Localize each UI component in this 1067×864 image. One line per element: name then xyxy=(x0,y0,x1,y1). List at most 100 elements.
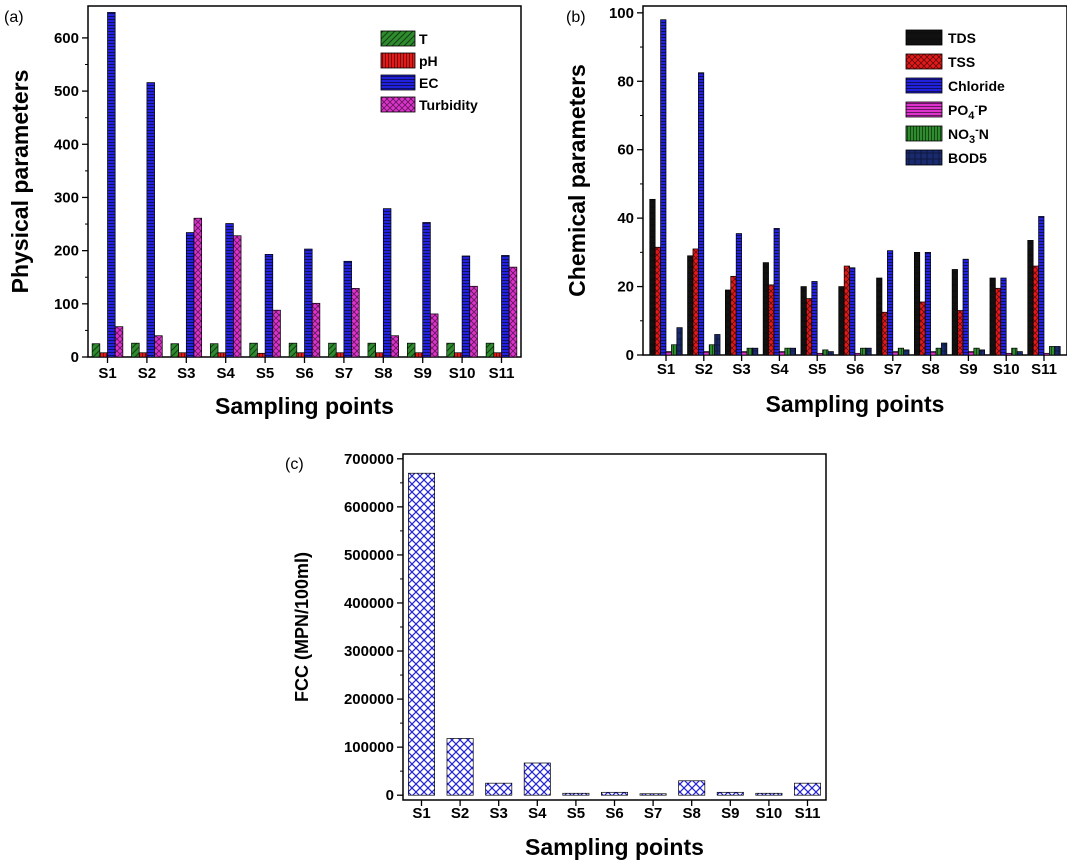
bar-fcc-s1 xyxy=(408,472,435,796)
bar-ph-s5 xyxy=(257,352,266,358)
x-tick-label: S6 xyxy=(295,365,313,382)
legend-label: T xyxy=(419,31,428,47)
x-tick-label: S3 xyxy=(177,365,195,382)
x-tick-label: S4 xyxy=(528,805,547,822)
bar-no3-n-s7 xyxy=(897,347,904,356)
x-tick-label: S9 xyxy=(959,361,977,378)
legend-swatch xyxy=(380,96,416,113)
x-tick-label: S2 xyxy=(138,365,156,382)
y-tick-label: 300 xyxy=(54,189,79,206)
x-tick-label: S8 xyxy=(921,361,939,378)
bar-turbidity-s4 xyxy=(233,235,242,358)
bar-tds-s3 xyxy=(724,289,732,356)
x-tick-label: S10 xyxy=(993,361,1020,378)
bar-bod5-s8 xyxy=(941,342,948,356)
bar-tss-s7 xyxy=(881,311,888,356)
bar-fcc-s9 xyxy=(716,791,744,796)
panel-label: (c) xyxy=(285,456,304,473)
bar-bod5-s1 xyxy=(676,327,683,356)
x-tick-label: S11 xyxy=(795,805,821,822)
bar-chloride-s8 xyxy=(924,252,931,356)
bar-t-s6 xyxy=(288,342,298,358)
y-tick-label: 0 xyxy=(386,787,394,804)
bar-ec-s5 xyxy=(264,254,274,358)
y-tick-label: 200 xyxy=(54,243,79,260)
x-tick-label: S9 xyxy=(721,805,739,822)
bar-no3-n-s3 xyxy=(746,347,753,356)
bar-bod5-s5 xyxy=(827,351,834,356)
bar-t-s4 xyxy=(209,343,219,358)
bar-chloride-s4 xyxy=(773,228,780,356)
bar-fcc-s7 xyxy=(639,793,667,796)
y-tick-label: 600 xyxy=(54,30,79,47)
y-tick-label: 40 xyxy=(617,210,634,227)
bar-ph-s2 xyxy=(138,352,148,358)
bar-po4-p-s11 xyxy=(1043,352,1050,356)
bar-ph-s1 xyxy=(99,352,108,358)
bar-tds-s10 xyxy=(989,277,996,356)
bar-no3-n-s9 xyxy=(973,347,980,356)
x-tick-label: S11 xyxy=(1031,361,1057,378)
legend-label: NO3-N xyxy=(948,124,989,146)
bar-bod5-s4 xyxy=(789,347,797,356)
y-tick-label: 100 xyxy=(609,5,634,22)
y-axis-title: FCC (MPN/100ml) xyxy=(292,552,312,702)
bar-turbidity-s8 xyxy=(390,335,400,358)
bar-t-s11 xyxy=(485,342,495,358)
x-tick-label: S11 xyxy=(489,365,515,382)
bar-chloride-s9 xyxy=(962,258,969,356)
legend-label: EC xyxy=(419,75,438,91)
x-tick-label: S5 xyxy=(567,805,585,822)
x-axis-title: Sampling points xyxy=(766,391,945,417)
bar-turbidity-s9 xyxy=(430,313,439,358)
bar-chloride-s3 xyxy=(735,233,742,356)
bar-tds-s2 xyxy=(687,255,694,356)
x-tick-label: S8 xyxy=(374,365,392,382)
y-tick-label: 0 xyxy=(626,347,634,364)
bar-fcc-s2 xyxy=(446,738,474,796)
x-tick-label: S1 xyxy=(657,361,675,378)
bar-t-s8 xyxy=(367,342,376,358)
bar-tds-s4 xyxy=(762,262,769,356)
x-tick-label: S5 xyxy=(808,361,826,378)
bar-ph-s11 xyxy=(493,352,502,358)
bar-ph-s10 xyxy=(454,352,463,358)
y-tick-label: 80 xyxy=(617,73,634,90)
bar-fcc-s8 xyxy=(678,780,706,796)
bar-po4-p-s4 xyxy=(779,351,786,356)
bar-bod5-s11 xyxy=(1054,346,1061,356)
x-tick-label: S7 xyxy=(335,365,353,382)
bar-bod5-s6 xyxy=(865,347,872,356)
bar-tss-s5 xyxy=(806,298,813,356)
bar-ec-s6 xyxy=(304,248,313,358)
bar-po4-p-s8 xyxy=(930,351,937,356)
bar-chloride-s11 xyxy=(1038,216,1045,356)
legend-label: TSS xyxy=(948,54,975,70)
x-tick-label: S3 xyxy=(732,361,750,378)
legend-label: Chloride xyxy=(948,78,1005,94)
bar-chloride-s2 xyxy=(698,72,705,356)
panel-label: (a) xyxy=(4,9,24,26)
bar-t-s10 xyxy=(446,342,455,358)
bar-po4-p-s7 xyxy=(892,351,899,356)
bar-fcc-s6 xyxy=(601,791,628,796)
legend-swatch xyxy=(905,125,943,142)
bar-tss-s1 xyxy=(654,246,661,356)
x-tick-label: S4 xyxy=(770,361,789,378)
bar-ph-s7 xyxy=(335,352,345,358)
y-tick-label: 400 xyxy=(54,136,79,153)
bar-tss-s9 xyxy=(957,310,964,356)
bar-t-s1 xyxy=(91,343,101,358)
bar-tds-s11 xyxy=(1027,240,1034,356)
bar-chloride-s1 xyxy=(660,19,667,356)
x-tick-label: S6 xyxy=(846,361,864,378)
bar-turbidity-s5 xyxy=(272,309,281,358)
bar-chloride-s6 xyxy=(849,267,856,356)
y-tick-label: 300000 xyxy=(344,643,394,660)
x-tick-label: S3 xyxy=(490,805,508,822)
x-tick-label: S8 xyxy=(683,805,701,822)
x-axis-title: Sampling points xyxy=(525,834,704,860)
y-axis-title: Chemical parameters xyxy=(564,64,590,297)
legend-swatch xyxy=(380,74,416,91)
